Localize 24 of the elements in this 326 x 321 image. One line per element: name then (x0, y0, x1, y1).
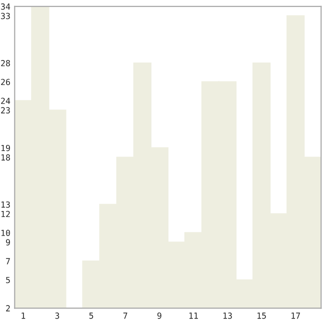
y-tick-label: 19 (1, 144, 10, 152)
y-tick-label: 26 (1, 78, 10, 86)
y-tick-label: 28 (1, 60, 10, 66)
y-tick-label: 23 (1, 107, 10, 114)
x-tick-label: 17 (292, 312, 300, 319)
x-tick-label: 11 (189, 312, 198, 319)
x-tick-label: 7 (123, 312, 128, 319)
y-tick-label: 18 (1, 154, 10, 161)
x-tick-label: 5 (89, 312, 94, 319)
y-tick-label: 13 (1, 201, 10, 208)
y-tick-label: 33 (1, 12, 10, 20)
y-tick-label: 12 (1, 210, 10, 218)
y-tick-label: 5 (6, 276, 10, 284)
y-tick-label: 7 (6, 258, 10, 264)
x-tick-label: 1 (22, 312, 26, 319)
x-tick-label: 13 (223, 312, 232, 319)
y-tick-label: 24 (1, 98, 10, 104)
y-tick-label: 2 (6, 305, 10, 312)
x-tick-label: 9 (157, 312, 162, 319)
y-tick-label: 10 (1, 230, 10, 236)
y-tick-label: 9 (6, 239, 10, 246)
y-tick-label: 34 (1, 3, 10, 10)
x-tick-label: 3 (55, 312, 60, 319)
x-tick-label: 15 (258, 312, 266, 319)
